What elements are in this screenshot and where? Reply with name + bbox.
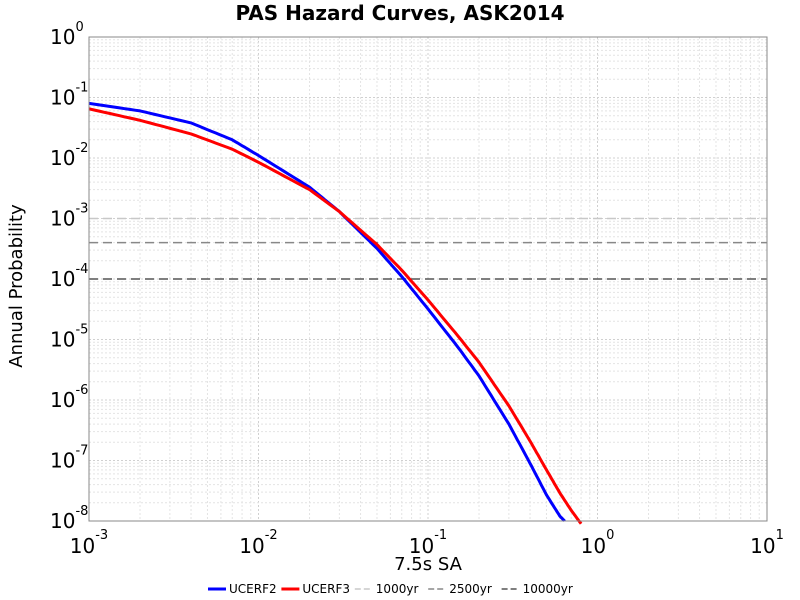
- y-tick-label: 10-4: [50, 262, 88, 291]
- x-tick-label: 10-1: [409, 528, 447, 558]
- series-line-ucerf2: [88, 101, 566, 522]
- x-tick-label: 101: [750, 528, 784, 558]
- y-tick-label: 10-8: [50, 504, 88, 533]
- legend-label: 2500yr: [449, 582, 492, 596]
- y-axis-label: Annual Probability: [6, 204, 27, 368]
- y-tick-label: 10-7: [50, 444, 88, 473]
- legend: UCERF2 UCERF3 1000yr 2500yr 10000yr: [208, 582, 573, 596]
- x-tick-label: 10-3: [70, 528, 108, 558]
- legend-item-ucerf2: UCERF2: [208, 582, 277, 596]
- y-tick-label: 10-3: [50, 202, 88, 231]
- y-tick-label: 10-2: [50, 141, 88, 170]
- y-tick-label: 10-6: [50, 383, 88, 412]
- x-tick-label: 10-2: [239, 528, 277, 558]
- plot-frame: [88, 36, 768, 522]
- series-lines: [88, 101, 583, 525]
- series-line-ucerf3: [88, 107, 583, 525]
- y-tick-label: 10-5: [50, 323, 88, 352]
- legend-item-10000yr: 10000yr: [501, 582, 573, 596]
- legend-item-1000yr: 1000yr: [354, 582, 419, 596]
- legend-label: UCERF2: [229, 582, 277, 596]
- y-tick-label: 10-1: [50, 81, 88, 110]
- legend-label: UCERF3: [302, 582, 350, 596]
- legend-item-ucerf3: UCERF3: [281, 582, 350, 596]
- legend-item-2500yr: 2500yr: [428, 582, 492, 596]
- y-tick-label: 100: [50, 20, 84, 49]
- legend-label: 10000yr: [523, 582, 573, 596]
- reference-lines: [89, 217, 767, 280]
- x-tick-labels: 10-3 10-2 10-1 100 101: [70, 528, 784, 558]
- y-tick-labels: 100 10-1 10-2 10-3 10-4 10-5 10-6 10-7 10-8: [50, 20, 88, 533]
- x-axis-label: 7.5s SA: [394, 554, 462, 575]
- legend-label: 1000yr: [376, 582, 419, 596]
- chart-title: PAS Hazard Curves, ASK2014: [235, 1, 564, 25]
- x-tick-label: 100: [581, 528, 615, 558]
